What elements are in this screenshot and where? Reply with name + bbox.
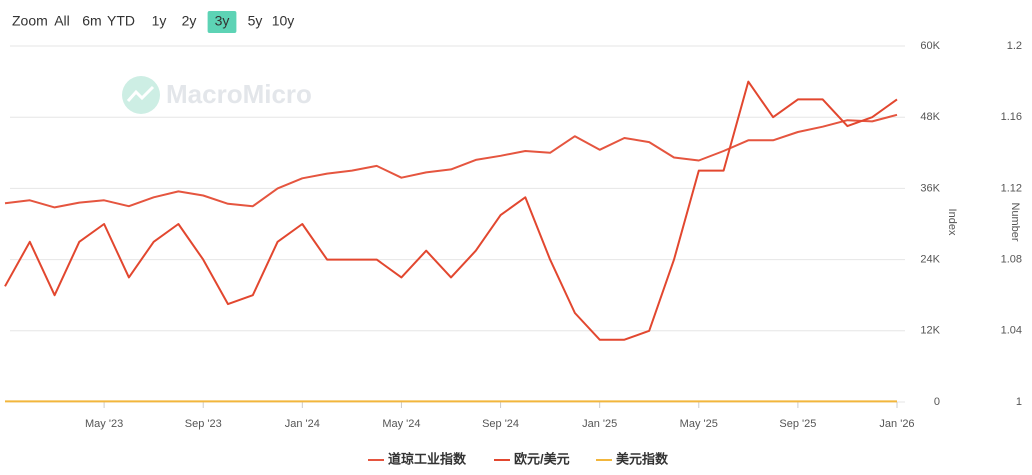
y2-axis-title: Number [1009,202,1021,241]
zoom-button[interactable]: 1y [152,13,167,29]
y2-tick-label: 1.04 [1001,325,1022,337]
y-tick-label: 0 [934,396,940,408]
watermark: MacroMicro [122,76,312,114]
y2-tick-label: 1.16 [1001,111,1022,123]
zoom-label: Zoom [12,13,48,29]
legend-item[interactable]: 道琼工业指数 [368,451,467,466]
zoom-button[interactable]: 2y [182,13,197,29]
y2-tick-label: 1.08 [1001,254,1022,266]
y-tick-label: 12K [920,325,940,337]
y-axis-title: Index [946,209,958,236]
x-tick-label: Sep '23 [185,418,222,430]
zoom-button[interactable]: 3y [207,11,237,33]
zoom-button[interactable]: All [54,13,70,29]
y2-tick-label: 1.12 [1001,182,1022,194]
x-tick-label: May '23 [85,418,123,430]
legend-item[interactable]: 欧元/美元 [494,451,570,466]
x-tick-label: May '24 [382,418,420,430]
x-tick-label: Sep '25 [779,418,816,430]
x-tick-label: Jan '24 [285,418,320,430]
zoom-button[interactable]: 6m [82,13,101,29]
series-line [4,80,898,341]
y-tick-label: 60K [920,40,940,52]
y2-tick-label: 1 [1016,396,1022,408]
series-line [4,113,898,209]
zoom-button-label[interactable]: 5y [248,13,263,29]
watermark-text: MacroMicro [166,79,312,109]
logo-icon [126,85,155,102]
y-tick-label: 36K [920,182,940,194]
zoom-button-label[interactable]: 3y [215,13,230,29]
legend-item[interactable]: 美元指数 [596,451,669,466]
legend-label[interactable]: 欧元/美元 [514,451,570,466]
zoom-button-label[interactable]: 6m [82,13,101,29]
zoom-button-label[interactable]: 2y [182,13,197,29]
zoom-button[interactable]: 5y [248,13,263,29]
zoom-button-bg [207,11,237,33]
x-tick-label: Jan '25 [582,418,617,430]
zoom-button[interactable]: 10y [272,13,295,29]
zoom-button[interactable]: YTD [107,13,135,29]
legend-label[interactable]: 美元指数 [616,451,669,466]
legend-label[interactable]: 道琼工业指数 [388,451,467,466]
x-tick-label: Sep '24 [482,418,519,430]
zoom-button-label[interactable]: 1y [152,13,167,29]
y-tick-label: 48K [920,111,940,123]
y-tick-label: 24K [920,254,940,266]
zoom-button-label[interactable]: All [54,13,70,29]
x-tick-label: May '25 [680,418,718,430]
y2-tick-label: 1.2 [1007,40,1022,52]
x-tick-label: Jan '26 [879,418,914,430]
zoom-button-label[interactable]: YTD [107,13,135,29]
zoom-button-label[interactable]: 10y [272,13,295,29]
